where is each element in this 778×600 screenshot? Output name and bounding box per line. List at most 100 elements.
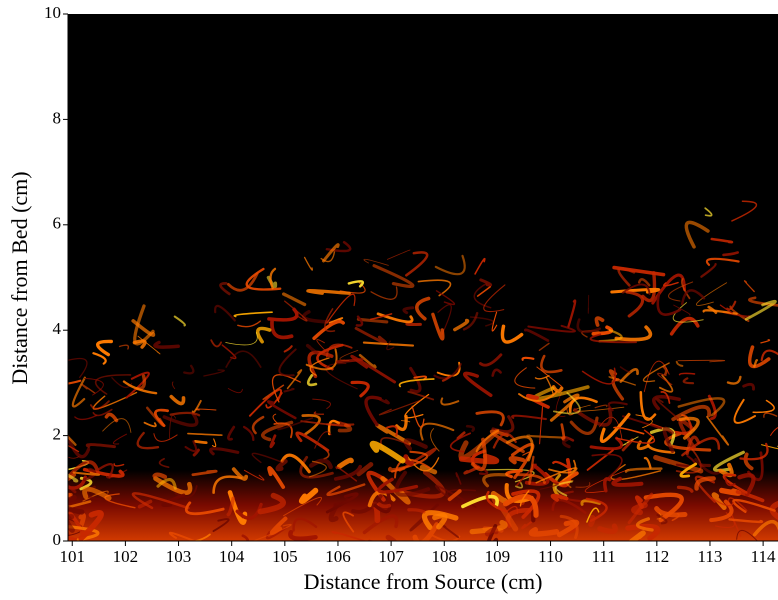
plume-streak bbox=[534, 375, 550, 380]
bed-glow bbox=[68, 470, 778, 541]
plume-streak bbox=[378, 399, 421, 416]
plume-streak bbox=[411, 405, 425, 428]
plume-streak bbox=[131, 319, 156, 337]
plume-streak bbox=[536, 366, 563, 387]
plume-streak bbox=[377, 502, 392, 509]
plume-streak bbox=[770, 426, 778, 436]
plume-streak bbox=[324, 308, 336, 333]
plume-streak bbox=[333, 464, 363, 481]
plume-streak bbox=[316, 343, 344, 371]
plume-streak bbox=[550, 493, 569, 502]
plume-streak bbox=[753, 359, 759, 368]
plume-streak bbox=[68, 460, 100, 479]
plume-streak bbox=[169, 394, 186, 406]
plume-streak bbox=[654, 397, 683, 423]
plume-streak bbox=[169, 411, 201, 417]
x-tick-label: 113 bbox=[698, 547, 723, 566]
plume-streak bbox=[485, 490, 508, 513]
plume-streak bbox=[184, 440, 198, 453]
plume-streak bbox=[652, 395, 681, 411]
plume-streak bbox=[68, 495, 85, 515]
plume-streak bbox=[193, 440, 208, 445]
plume-streak bbox=[347, 280, 364, 288]
x-tick-label: 103 bbox=[166, 547, 192, 566]
x-tick-label: 106 bbox=[325, 547, 351, 566]
plume-streak bbox=[183, 364, 195, 375]
plume-streak bbox=[400, 419, 411, 423]
plume-streak bbox=[261, 420, 294, 442]
plume-streak bbox=[211, 438, 217, 448]
plume-streak bbox=[726, 300, 737, 311]
plume-streak bbox=[242, 425, 255, 442]
plume-streak bbox=[337, 423, 353, 433]
x-tick-label: 102 bbox=[113, 547, 139, 566]
plume-streak bbox=[339, 350, 359, 361]
plume-streak bbox=[621, 283, 651, 296]
plume-streak bbox=[325, 492, 359, 514]
plume-streak bbox=[322, 243, 340, 263]
plume-streak bbox=[637, 278, 651, 287]
plume-streak bbox=[446, 489, 477, 504]
plume-streak bbox=[419, 464, 438, 475]
y-tick-label: 0 bbox=[53, 530, 62, 549]
plume-streak bbox=[694, 476, 716, 491]
plume-streak bbox=[95, 339, 113, 357]
plume-streak bbox=[694, 458, 722, 475]
plume-streak bbox=[195, 408, 217, 411]
plume-streak bbox=[607, 401, 628, 412]
plume-streak bbox=[94, 374, 132, 395]
plume-streak bbox=[364, 395, 382, 427]
plume-streak bbox=[654, 506, 688, 518]
plume-streak bbox=[625, 290, 645, 318]
plume-streak bbox=[728, 518, 764, 524]
plume-streak bbox=[526, 434, 567, 439]
plume-streak bbox=[82, 486, 112, 501]
plume-streak bbox=[732, 498, 776, 513]
plume-streak bbox=[281, 292, 307, 307]
plume-streak bbox=[562, 437, 571, 449]
plume-streak bbox=[707, 305, 718, 314]
plume-streak bbox=[269, 434, 277, 449]
plume-streak bbox=[483, 284, 506, 313]
plume-streak bbox=[241, 534, 250, 541]
plume-streak bbox=[328, 317, 344, 324]
plume-streak bbox=[407, 390, 435, 401]
plume-streak bbox=[580, 499, 601, 506]
plume-streak bbox=[370, 313, 393, 321]
plume-streak bbox=[668, 281, 694, 302]
plume-streak bbox=[656, 514, 668, 525]
plume-streak bbox=[643, 456, 652, 469]
plume-streak bbox=[613, 426, 645, 435]
plume-streak bbox=[312, 398, 331, 410]
plume-streak bbox=[710, 237, 734, 244]
plume-streak bbox=[461, 494, 499, 509]
y-tick-label: 2 bbox=[53, 425, 62, 444]
plume-streak bbox=[539, 482, 559, 490]
plume-streak bbox=[675, 360, 684, 367]
plume-streak bbox=[450, 432, 472, 453]
plume-streak bbox=[68, 473, 79, 483]
plume-streak bbox=[350, 354, 397, 384]
plume-streak bbox=[538, 342, 550, 351]
plume-streak bbox=[432, 513, 448, 530]
plume-streak bbox=[521, 356, 535, 361]
plume-streak bbox=[269, 267, 277, 290]
plume-streak bbox=[262, 384, 285, 400]
plume-streak bbox=[475, 410, 505, 427]
plume-streak bbox=[406, 454, 440, 472]
plume-streak bbox=[299, 487, 319, 504]
plume-streak bbox=[210, 339, 222, 348]
plume-streak bbox=[313, 411, 325, 415]
plume-streak bbox=[680, 289, 706, 306]
plume-streak bbox=[610, 464, 662, 481]
plume-streak bbox=[619, 367, 639, 383]
plume-streak bbox=[611, 476, 644, 487]
plume-streak bbox=[710, 497, 734, 507]
plume-streak bbox=[331, 530, 368, 541]
plume-streak bbox=[704, 207, 713, 217]
plume-streak bbox=[81, 383, 96, 394]
plume-streak bbox=[705, 257, 740, 266]
plume-streak bbox=[597, 523, 618, 535]
plume-streak bbox=[68, 514, 75, 533]
plume-streak bbox=[500, 324, 524, 344]
